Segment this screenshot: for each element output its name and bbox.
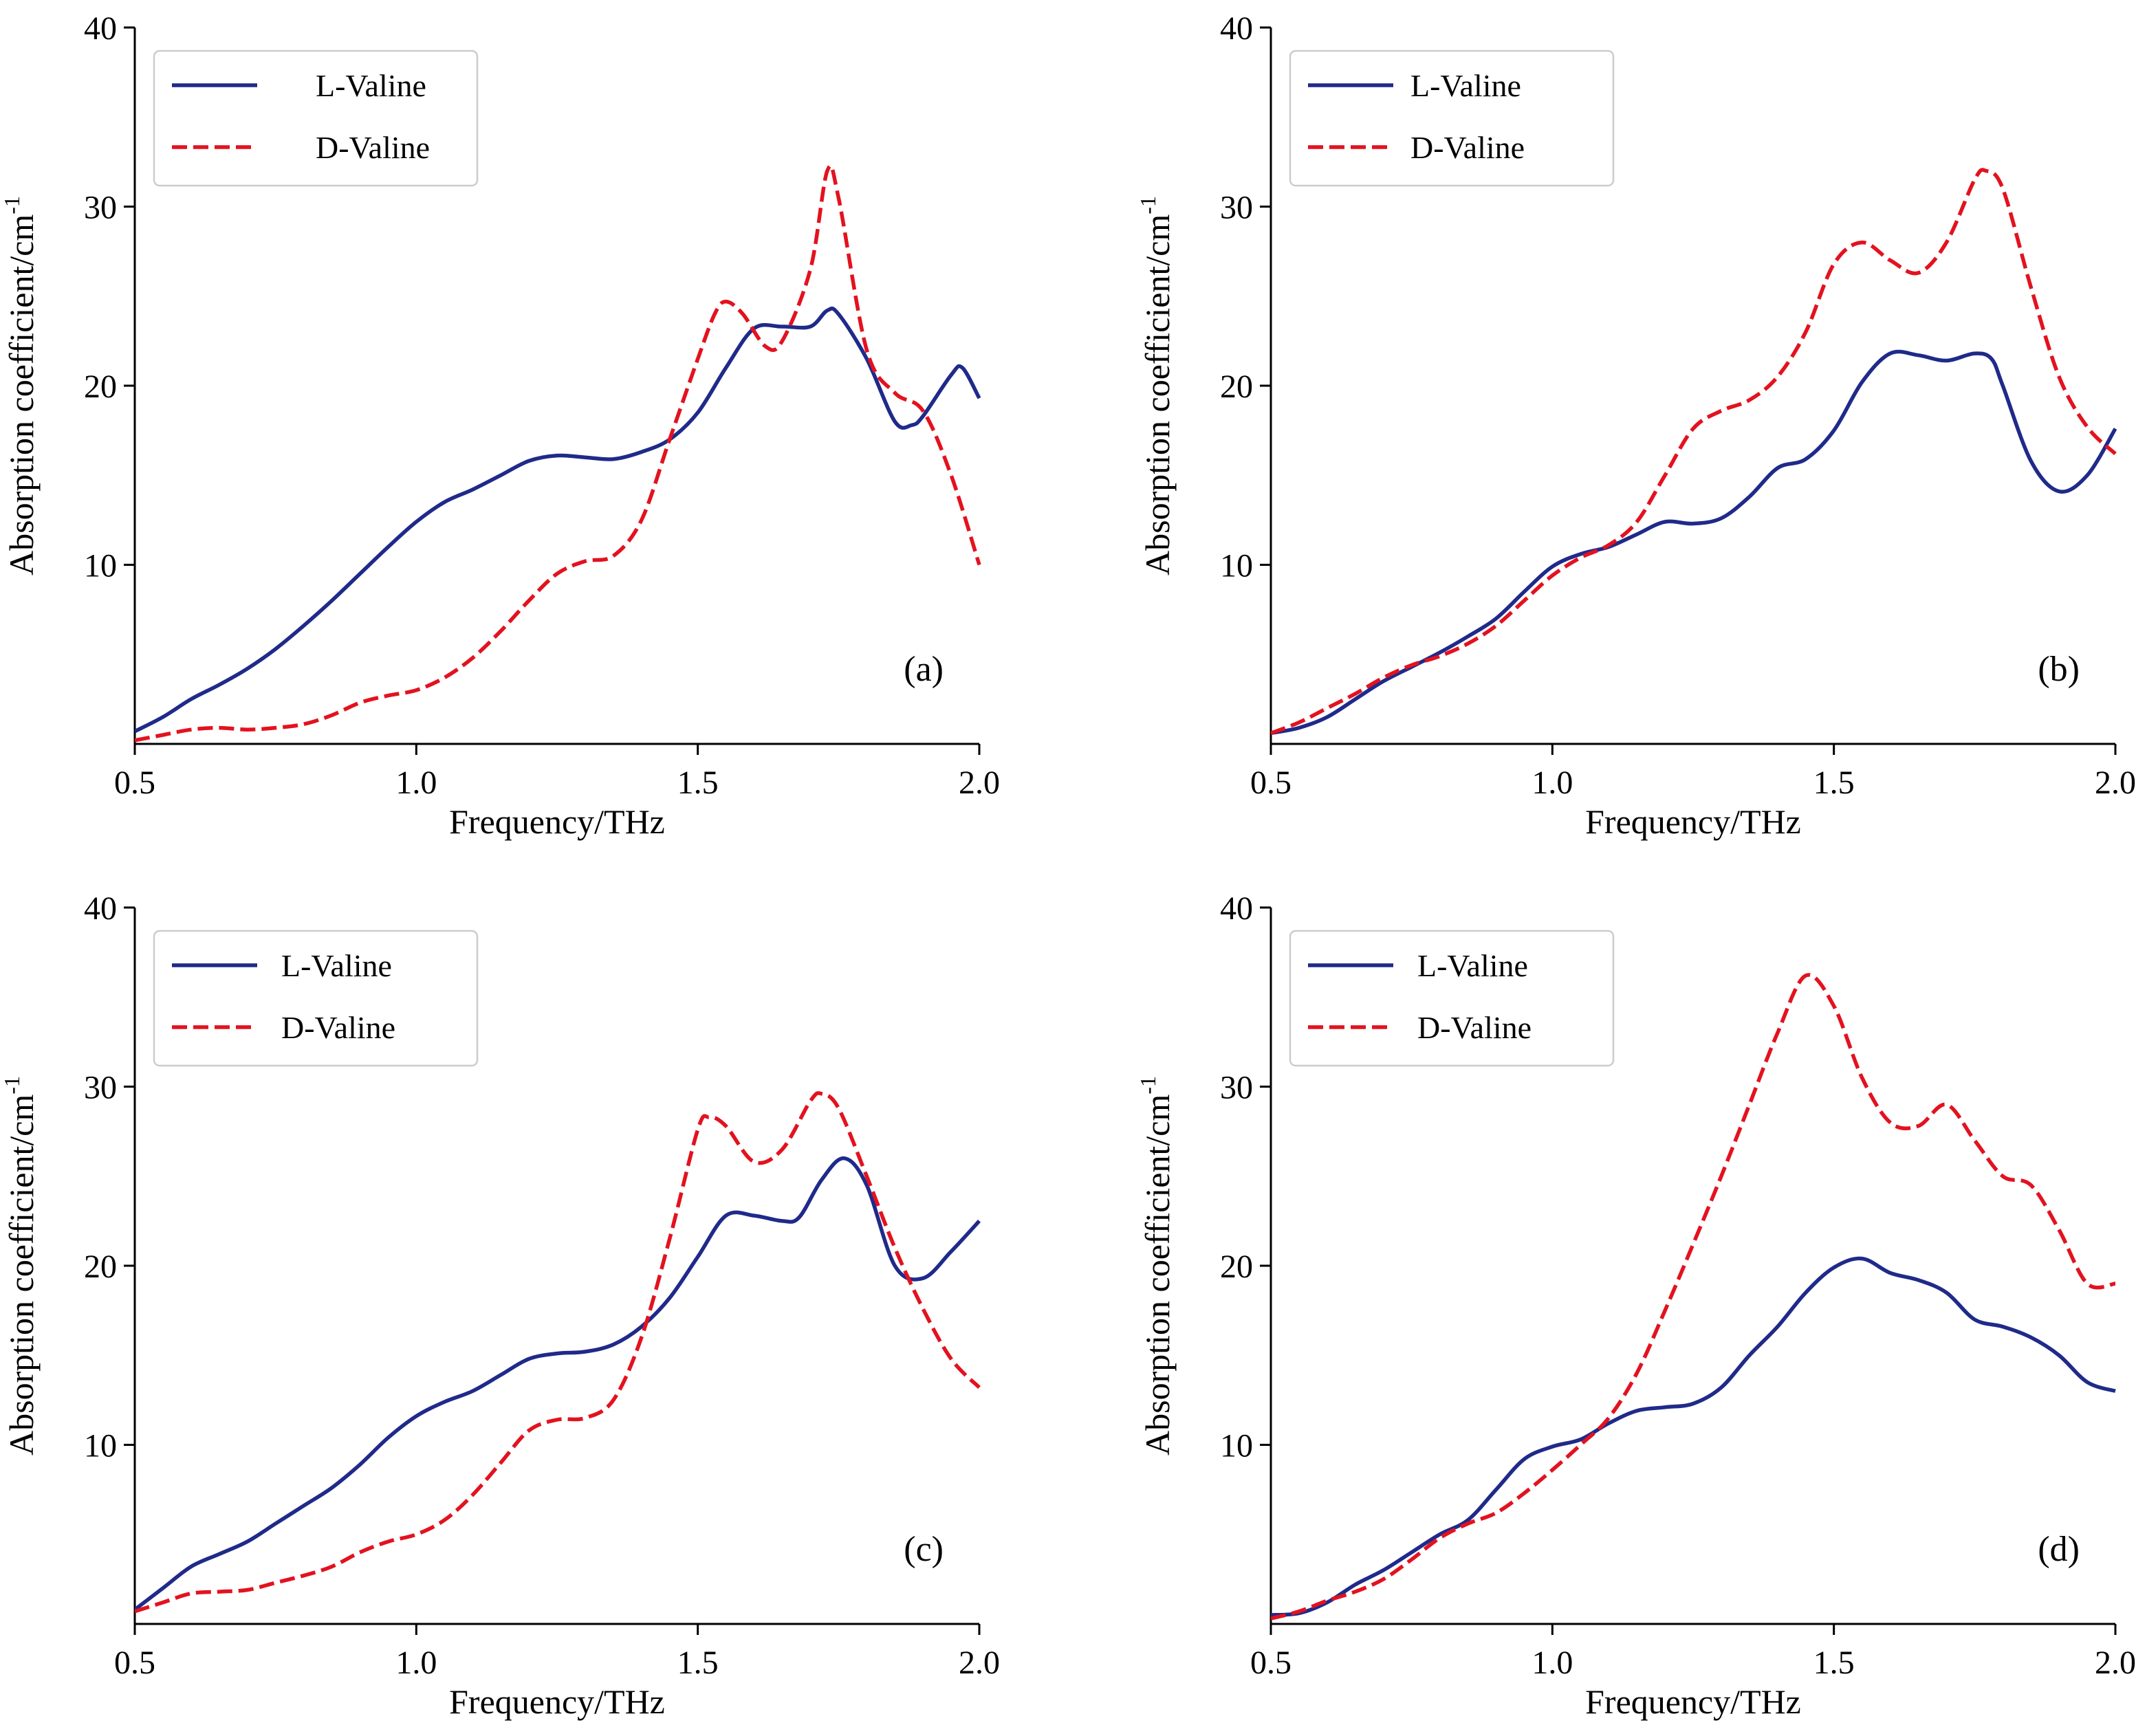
x-axis-label: Frequency/THz bbox=[449, 1682, 665, 1721]
legend: L-Valine D-Valine bbox=[153, 930, 479, 1067]
y-tick-label: 20 bbox=[84, 1249, 117, 1285]
l-valine-legend-label: L-Valine bbox=[1410, 68, 1521, 103]
y-tick-label: 30 bbox=[84, 190, 117, 226]
y-tick-label: 30 bbox=[84, 1070, 117, 1106]
y-tick-label: 40 bbox=[84, 890, 117, 927]
legend: L-Valine D-Valine bbox=[1289, 930, 1615, 1067]
x-axis-label: Frequency/THz bbox=[1585, 1682, 1801, 1721]
d-valine-legend-label: D-Valine bbox=[281, 1010, 395, 1045]
d-valine-legend-label: D-Valine bbox=[1410, 130, 1525, 165]
legend: L-Valine D-Valine bbox=[153, 50, 479, 187]
x-tick-label: 1.0 bbox=[1532, 1645, 1573, 1681]
y-axis-label-superscript: -1 bbox=[0, 196, 24, 215]
y-axis-label-superscript: -1 bbox=[1135, 196, 1160, 215]
y-tick-label: 40 bbox=[1220, 10, 1253, 47]
chart-panel-c: 0.5 1.0 1.5 2.0 10 20 30 40 Frequency/THz Absorpt… bbox=[0, 890, 1000, 1721]
x-tick-label: 0.5 bbox=[114, 765, 155, 801]
x-tick-label: 1.5 bbox=[1813, 1645, 1855, 1681]
l-valine-series-line bbox=[1271, 1256, 2116, 1617]
d-valine-series-line bbox=[1271, 973, 2116, 1620]
x-tick-label: 1.5 bbox=[677, 1645, 719, 1681]
l-valine-series-line bbox=[1271, 349, 2117, 736]
y-tick-label: 40 bbox=[1220, 890, 1253, 927]
y-tick-label: 10 bbox=[1220, 1428, 1253, 1464]
x-tick-label: 2.0 bbox=[959, 765, 1000, 801]
y-tick-label: 40 bbox=[84, 10, 117, 47]
d-valine-legend-label: D-Valine bbox=[1417, 1010, 1532, 1045]
x-axis-label: Frequency/THz bbox=[449, 802, 665, 841]
panel-label: (a) bbox=[904, 650, 944, 689]
d-valine-legend-label: D-Valine bbox=[316, 130, 430, 165]
series-group bbox=[135, 164, 981, 743]
y-tick-label: 10 bbox=[84, 548, 117, 584]
legend: L-Valine D-Valine bbox=[1289, 50, 1615, 187]
l-valine-legend-label: L-Valine bbox=[1417, 948, 1528, 983]
d-valine-series-line bbox=[135, 1091, 981, 1614]
series-group bbox=[1271, 168, 2117, 736]
y-axis-label-text: Absorption coefficient/cm bbox=[2, 1095, 41, 1455]
chart-panel-d: 0.5 1.0 1.5 2.0 10 20 30 40 Frequency/THz Absorpt… bbox=[1135, 890, 2136, 1721]
y-tick-label: 20 bbox=[84, 369, 117, 405]
x-tick-label: 1.5 bbox=[1813, 765, 1855, 801]
x-tick-label: 2.0 bbox=[2095, 1645, 2136, 1681]
y-axis-label-superscript: -1 bbox=[1135, 1076, 1160, 1095]
panel-label: (b) bbox=[2038, 650, 2080, 689]
panel-label: (d) bbox=[2038, 1530, 2080, 1569]
x-tick-label: 0.5 bbox=[1250, 765, 1292, 801]
y-tick-label: 20 bbox=[1220, 369, 1253, 405]
y-axis-label-text: Absorption coefficient/cm bbox=[1138, 215, 1177, 575]
panel-label: (c) bbox=[904, 1530, 944, 1569]
x-tick-label: 0.5 bbox=[114, 1645, 155, 1681]
y-axis-label: Absorption coefficient/cm-1 bbox=[0, 196, 41, 575]
y-axis-label-text: Absorption coefficient/cm bbox=[1138, 1095, 1177, 1455]
y-axis-label: Absorption coefficient/cm-1 bbox=[0, 1076, 41, 1455]
y-axis-label-superscript: -1 bbox=[0, 1076, 24, 1095]
x-tick-label: 0.5 bbox=[1250, 1645, 1292, 1681]
l-valine-series-line bbox=[135, 1156, 981, 1612]
y-tick-label: 30 bbox=[1220, 1070, 1253, 1106]
l-valine-legend-label: L-Valine bbox=[281, 948, 392, 983]
y-tick-label: 10 bbox=[1220, 548, 1253, 584]
x-tick-label: 2.0 bbox=[959, 1645, 1000, 1681]
x-tick-label: 2.0 bbox=[2095, 765, 2136, 801]
y-axis-label: Absorption coefficient/cm-1 bbox=[1135, 196, 1177, 575]
x-tick-label: 1.5 bbox=[677, 765, 719, 801]
d-valine-series-line bbox=[1271, 168, 2117, 735]
y-tick-label: 20 bbox=[1220, 1249, 1253, 1285]
x-axis-label: Frequency/THz bbox=[1585, 802, 1801, 841]
d-valine-series-line bbox=[135, 164, 981, 743]
series-group bbox=[1271, 973, 2116, 1620]
y-axis-label-text: Absorption coefficient/cm bbox=[2, 215, 41, 575]
chart-panel-b: 0.5 1.0 1.5 2.0 10 20 30 40 Frequency/THz Absorpt… bbox=[1135, 10, 2136, 841]
y-tick-label: 10 bbox=[84, 1428, 117, 1464]
x-tick-label: 1.0 bbox=[395, 1645, 437, 1681]
y-axis-label: Absorption coefficient/cm-1 bbox=[1135, 1076, 1177, 1455]
chart-panel-a: 0.5 1.0 1.5 2.0 10 20 30 40 Frequency/THz Absorpt… bbox=[0, 10, 1000, 841]
series-group bbox=[135, 1091, 981, 1614]
l-valine-legend-label: L-Valine bbox=[316, 68, 426, 103]
l-valine-series-line bbox=[135, 306, 981, 734]
y-tick-label: 30 bbox=[1220, 190, 1253, 226]
x-tick-label: 1.0 bbox=[1532, 765, 1573, 801]
x-tick-label: 1.0 bbox=[395, 765, 437, 801]
